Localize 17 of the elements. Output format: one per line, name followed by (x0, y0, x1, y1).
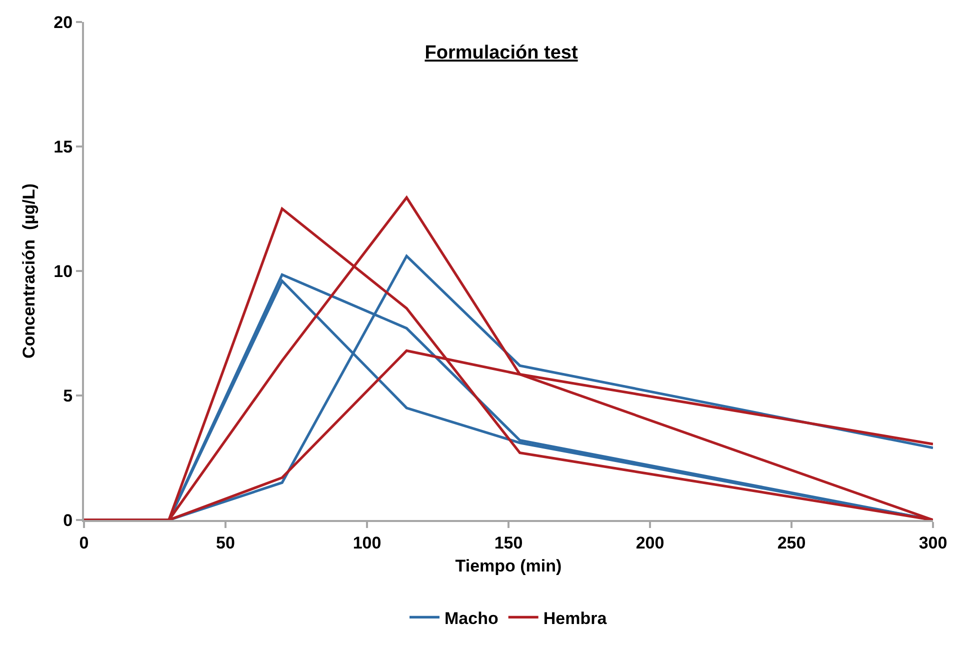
x-tick-label: 250 (777, 533, 806, 552)
x-axis-title: Tiempo (min) (455, 556, 562, 576)
y-axis-title: Concentración (µg/L) (20, 183, 39, 359)
y-tick-label: 15 (54, 137, 73, 156)
y-tick-label: 20 (54, 12, 73, 32)
x-tick-label: 300 (918, 533, 948, 552)
x-tick-label: 50 (216, 533, 235, 552)
x-tick-label: 150 (494, 533, 523, 552)
text: Formulación test (424, 42, 578, 64)
y-tick-label: 0 (63, 510, 73, 530)
x-tick-label: 0 (79, 533, 89, 552)
legend-label: Hembra (543, 608, 608, 628)
y-tick-label: 5 (63, 386, 73, 406)
y-tick-label: 10 (54, 262, 73, 281)
x-tick-label: 100 (352, 533, 382, 552)
legend-label: Macho (444, 608, 498, 628)
x-tick-label: 200 (636, 533, 664, 552)
